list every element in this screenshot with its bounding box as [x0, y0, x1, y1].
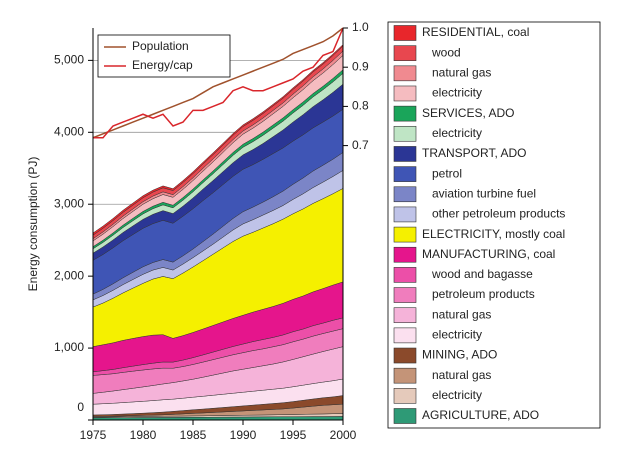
legend-label: Population — [132, 39, 189, 53]
legend-swatch — [393, 347, 417, 364]
y2-tick-label: 1.0 — [352, 20, 369, 34]
legend-swatch — [393, 267, 417, 283]
legend-label: electricity — [432, 126, 482, 140]
y2-tick-label: 0.9 — [352, 59, 369, 73]
legend-swatch — [393, 327, 417, 344]
legend-label: RESIDENTIAL, coal — [422, 25, 529, 39]
y-tick-label: 0 — [77, 400, 84, 414]
legend-swatch — [393, 105, 417, 122]
legend-swatch — [393, 226, 417, 243]
legend-swatch — [393, 65, 417, 82]
legend-swatch — [393, 166, 417, 182]
legend-swatch — [393, 388, 417, 404]
x-tick-label: 1975 — [80, 428, 107, 442]
x-tick-label: 1995 — [280, 428, 307, 442]
line — [92, 27, 344, 139]
legend-label: aviation turbine fuel — [432, 186, 536, 200]
legend-label: electricity — [432, 328, 482, 342]
legend-label: other petroleum products — [432, 207, 565, 221]
legend-swatch — [393, 146, 417, 162]
x-tick-label: 1980 — [130, 428, 157, 442]
legend-label: MINING, ADO — [422, 348, 497, 362]
legend-label: petroleum products — [432, 287, 535, 301]
y-axis-label: Energy consumption (PJ) — [26, 157, 40, 292]
legend-swatch — [393, 45, 417, 61]
x-tick-label: 1990 — [230, 428, 257, 442]
x-tick-label: 2000 — [330, 428, 357, 442]
legend-swatch — [393, 408, 417, 424]
legend-swatch — [393, 206, 417, 223]
legend-label: wood — [431, 45, 461, 59]
y2-tick-label: 0.7 — [352, 138, 369, 152]
y-tick-label: 2,000 — [54, 268, 84, 282]
legend-swatch — [393, 85, 417, 102]
legend-swatch — [393, 367, 417, 384]
legend-label: MANUFACTURING, coal — [422, 247, 555, 261]
legend-label: wood and bagasse — [431, 267, 533, 281]
legend-label: natural gas — [432, 368, 491, 382]
legend-label: Energy/cap — [132, 58, 193, 72]
legend-label: electricity — [432, 86, 482, 100]
legend-label: natural gas — [432, 65, 491, 79]
legend-swatch — [393, 246, 417, 263]
legend-label: petrol — [432, 166, 462, 180]
legend-swatch — [393, 125, 417, 142]
legend-label: natural gas — [432, 307, 491, 321]
line-legend-box — [97, 34, 231, 78]
legend-box — [387, 21, 601, 429]
legend-swatch — [393, 186, 417, 203]
legend-label: AGRICULTURE, ADO — [422, 408, 539, 422]
line — [93, 27, 344, 139]
y-tick-label: 5,000 — [54, 53, 84, 67]
legend-label: electricity — [432, 388, 482, 402]
legend-swatch — [393, 25, 417, 41]
legend-swatch — [393, 307, 417, 324]
y-tick-label: 1,000 — [54, 340, 84, 354]
x-tick-label: 1985 — [180, 428, 207, 442]
y-tick-label: 3,000 — [54, 196, 84, 210]
y2-tick-label: 0.8 — [352, 99, 369, 113]
legend-swatch — [393, 287, 417, 303]
legend-label: SERVICES, ADO — [422, 106, 514, 120]
legend-label: TRANSPORT, ADO — [422, 146, 526, 160]
y-tick-label: 4,000 — [54, 124, 84, 138]
legend-label: ELECTRICITY, mostly coal — [422, 227, 565, 241]
